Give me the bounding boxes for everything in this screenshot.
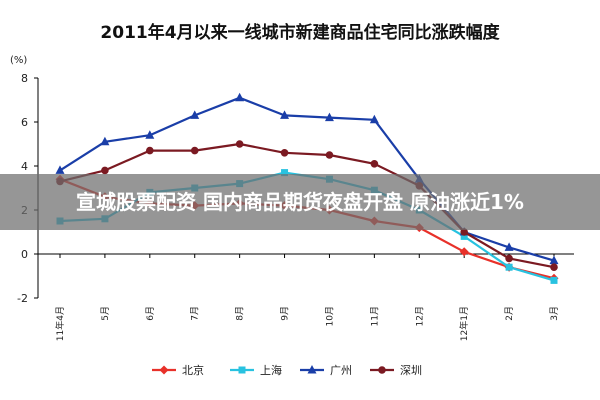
- data-point: [505, 254, 513, 263]
- x-tick-label: 12月: [414, 306, 425, 326]
- y-axis-unit: (%): [10, 55, 27, 66]
- data-point: [235, 140, 244, 148]
- chart-title: 2011年4月以来一线城市新建商品住宅同比涨跌幅度: [100, 22, 500, 43]
- x-tick-label: 7月: [190, 306, 201, 321]
- legend-item: 广州: [300, 364, 352, 377]
- x-tick-label: 9月: [280, 306, 291, 321]
- legend-marker: [378, 366, 386, 374]
- data-point: [505, 263, 513, 271]
- news-banner-background: [0, 174, 600, 230]
- data-point: [101, 166, 109, 175]
- data-point: [55, 165, 65, 174]
- data-point: [146, 146, 154, 155]
- x-tick-label: 11月: [369, 306, 380, 326]
- data-point: [280, 149, 289, 157]
- data-point: [324, 112, 334, 122]
- data-point: [550, 263, 558, 272]
- legend-label: 上海: [260, 363, 282, 377]
- y-tick-label: -2: [17, 292, 28, 305]
- series-line: [59, 96, 555, 262]
- data-point: [100, 136, 110, 146]
- x-tick-label: 12年1月: [458, 306, 470, 341]
- y-tick-label: 8: [21, 72, 28, 85]
- y-tick-label: 4: [21, 160, 28, 173]
- data-point: [460, 232, 468, 240]
- data-point: [145, 130, 155, 139]
- legend-marker: [238, 366, 246, 374]
- data-point: [190, 110, 200, 119]
- x-tick-label: 10月: [324, 306, 335, 326]
- series-line: [59, 142, 555, 269]
- data-point: [281, 169, 289, 177]
- legend-item: 北京: [152, 363, 204, 377]
- axes: -20246811年4月5月6月7月8月9月10月11月12月12年1月2月3月: [17, 72, 574, 341]
- data-point: [549, 255, 559, 265]
- x-tick-label: 5月: [100, 306, 111, 321]
- legend-marker: [307, 365, 317, 374]
- y-tick-label: 0: [21, 248, 28, 261]
- data-point: [235, 92, 245, 102]
- data-point: [190, 146, 199, 155]
- y-tick-label: 6: [21, 116, 28, 129]
- data-point: [550, 276, 558, 284]
- data-point: [325, 151, 334, 159]
- series-3: [55, 92, 559, 265]
- legend-label: 北京: [182, 363, 204, 377]
- data-point: [459, 247, 469, 257]
- data-point: [504, 242, 514, 251]
- data-point: [369, 114, 379, 124]
- x-tick-label: 6月: [145, 306, 156, 321]
- legend: 北京 上海 广州 深圳: [152, 363, 422, 377]
- news-banner-text[interactable]: 宣城股票配资 国内商品期货夜盘开盘 原油涨近1%: [76, 190, 524, 214]
- data-point: [280, 110, 290, 119]
- legend-marker: [159, 365, 169, 375]
- x-tick-label: 3月: [549, 306, 560, 321]
- x-tick-label: 2月: [504, 306, 515, 321]
- legend-label: 广州: [330, 364, 352, 377]
- legend-item: 上海: [230, 363, 282, 377]
- data-point: [370, 160, 379, 168]
- legend-label: 深圳: [400, 364, 422, 377]
- x-tick-label: 8月: [235, 306, 246, 321]
- data-point: [460, 228, 468, 236]
- x-tick-label: 11年4月: [54, 306, 66, 341]
- legend-item: 深圳: [370, 364, 422, 377]
